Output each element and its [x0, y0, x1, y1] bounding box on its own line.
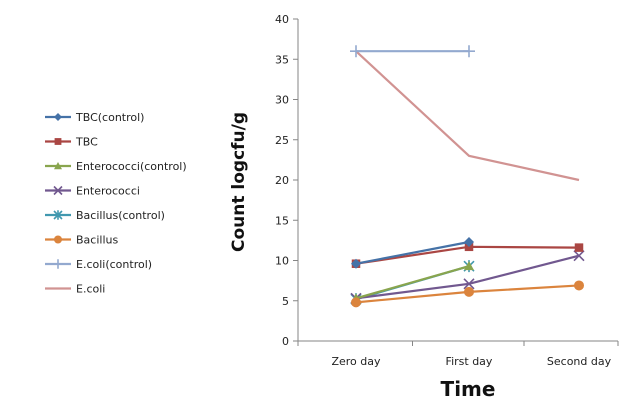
- legend-label: Enterococci(control): [76, 160, 187, 173]
- x-tick-label: First day: [446, 355, 493, 368]
- data-point-marker: [350, 45, 362, 58]
- data-point-marker: [53, 259, 63, 269]
- data-point-marker: [463, 45, 475, 58]
- series-line: [355, 240, 470, 265]
- data-point-marker: [54, 235, 62, 244]
- data-point-marker: [53, 210, 63, 220]
- data-point-marker: [574, 243, 584, 252]
- legend-item: E.coli(control): [45, 258, 152, 271]
- y-tick-label: 40: [275, 13, 289, 26]
- data-point-marker: [463, 278, 475, 290]
- data-point-marker: [574, 280, 584, 291]
- legend-label: Enterococci: [76, 185, 140, 198]
- y-tick-label: 0: [282, 335, 289, 348]
- series-group: [350, 45, 585, 308]
- legend-item: TBC(control): [45, 111, 144, 124]
- legend-item: E.coli: [45, 283, 105, 296]
- data-point-marker: [351, 297, 361, 308]
- y-tick-label: 15: [275, 214, 289, 227]
- x-ticks: Zero day First day Second day: [297, 341, 619, 368]
- y-tick-label: 20: [275, 174, 289, 187]
- x-tick-label: Zero day: [331, 355, 381, 368]
- y-ticks: 0 5 10 15 20 25 30 35 40: [275, 13, 298, 348]
- data-point-marker: [573, 250, 585, 262]
- y-tick-label: 30: [275, 94, 289, 107]
- legend: TBC(control) TBC Enterococci(control) Enter…: [45, 111, 187, 296]
- data-point-marker: [54, 113, 62, 121]
- series-e-coli-control-: [350, 45, 475, 58]
- legend-item: TBC: [45, 136, 98, 149]
- legend-item: Bacillus: [45, 234, 118, 247]
- data-point-marker: [54, 162, 62, 170]
- legend-label: Bacillus(control): [76, 209, 165, 222]
- y-tick-label: 10: [275, 255, 289, 268]
- data-point-marker: [464, 286, 474, 297]
- y-tick-label: 5: [282, 295, 289, 308]
- legend-label: TBC: [75, 136, 98, 149]
- series-line: [355, 50, 580, 182]
- series-tbc-control-: [351, 236, 474, 269]
- data-point-marker: [53, 185, 63, 196]
- plot-area: 0 5 10 15 20 25 30 35 40 Zero day First day Second…: [275, 13, 619, 368]
- data-point-marker: [464, 261, 474, 271]
- y-tick-label: 35: [275, 53, 289, 66]
- y-axis-title: Count logcfu/g: [229, 112, 249, 252]
- x-tick-label: Second day: [547, 355, 612, 368]
- series-line: [355, 265, 470, 300]
- legend-label: E.coli: [76, 283, 105, 296]
- series-e-coli: [355, 50, 580, 182]
- legend-item: Enterococci: [45, 185, 140, 198]
- data-point-marker: [54, 138, 62, 145]
- legend-label: Bacillus: [76, 234, 118, 247]
- series-bacillus: [351, 280, 584, 308]
- legend-item: Bacillus(control): [45, 209, 165, 222]
- legend-label: E.coli(control): [76, 258, 152, 271]
- x-axis-title: Time: [441, 377, 496, 401]
- y-tick-label: 25: [275, 134, 289, 147]
- legend-item: Enterococci(control): [45, 160, 187, 173]
- data-point-marker: [351, 258, 361, 269]
- data-point-marker: [464, 236, 474, 247]
- legend-label: TBC(control): [75, 111, 144, 124]
